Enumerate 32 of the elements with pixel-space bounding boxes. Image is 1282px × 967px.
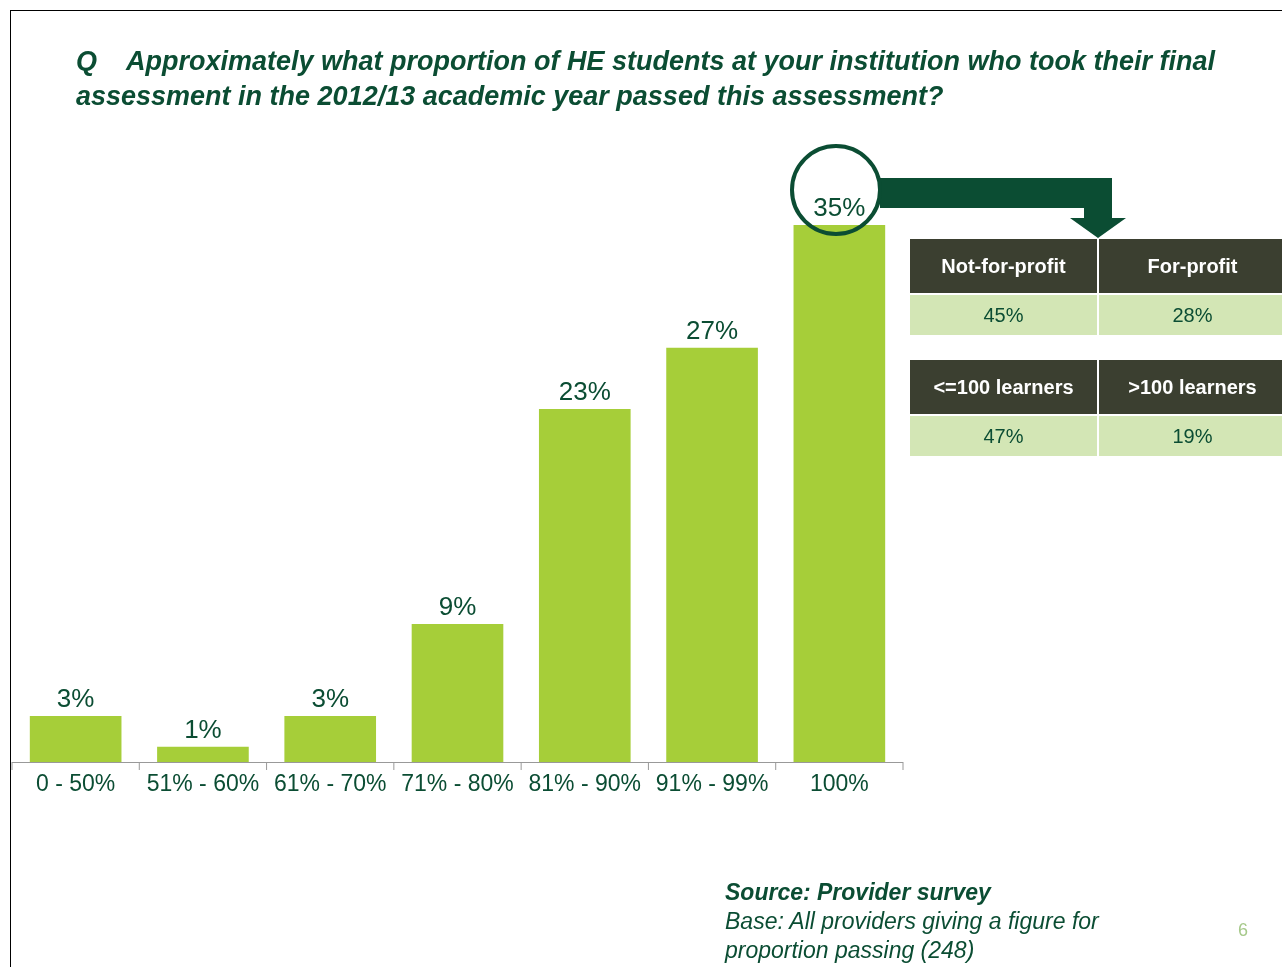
- bar: [284, 715, 377, 762]
- data-label: 9%: [438, 590, 477, 621]
- data-label: 3%: [56, 682, 95, 713]
- data-label: 35%: [813, 192, 866, 222]
- x-tick-label: 0 - 50%: [36, 769, 116, 796]
- text: For-profit: [1099, 239, 1282, 293]
- text: Base: All providers giving a figure for proportion passing (248): [725, 907, 1101, 965]
- bar: [29, 715, 122, 762]
- text: 19%: [1099, 416, 1282, 456]
- text: 28%: [1099, 295, 1282, 335]
- bar: [666, 347, 758, 762]
- x-tick-label: 61% - 70%: [273, 769, 387, 796]
- text: >100 learners: [1099, 360, 1282, 414]
- x-tick-label: 71% - 80%: [401, 769, 514, 796]
- source-note: Source: Provider survey: [725, 878, 993, 907]
- data-label: 1%: [184, 713, 222, 744]
- bar: [538, 409, 631, 762]
- x-tick-label: 91% - 99%: [655, 769, 769, 796]
- chart-title: Q Approximately what proportion of HE students at your institution who took their final assessment in the 2012/13 academic year passed this assessment?: [76, 45, 1217, 113]
- data-label: 3%: [311, 682, 349, 713]
- data-label: 23%: [558, 376, 611, 407]
- bar: [157, 746, 249, 762]
- text: 45%: [910, 295, 1097, 335]
- x-tick-label: 100%: [809, 769, 869, 796]
- x-tick-label: 81% - 90%: [528, 769, 642, 796]
- text: 6: [1238, 920, 1249, 941]
- data-label: 27%: [686, 314, 739, 345]
- bar: [411, 623, 504, 762]
- x-tick-label: 51% - 60%: [146, 769, 260, 796]
- text: <=100 learners: [910, 360, 1097, 414]
- text: Not-for-profit: [910, 239, 1097, 293]
- text: 47%: [910, 416, 1097, 456]
